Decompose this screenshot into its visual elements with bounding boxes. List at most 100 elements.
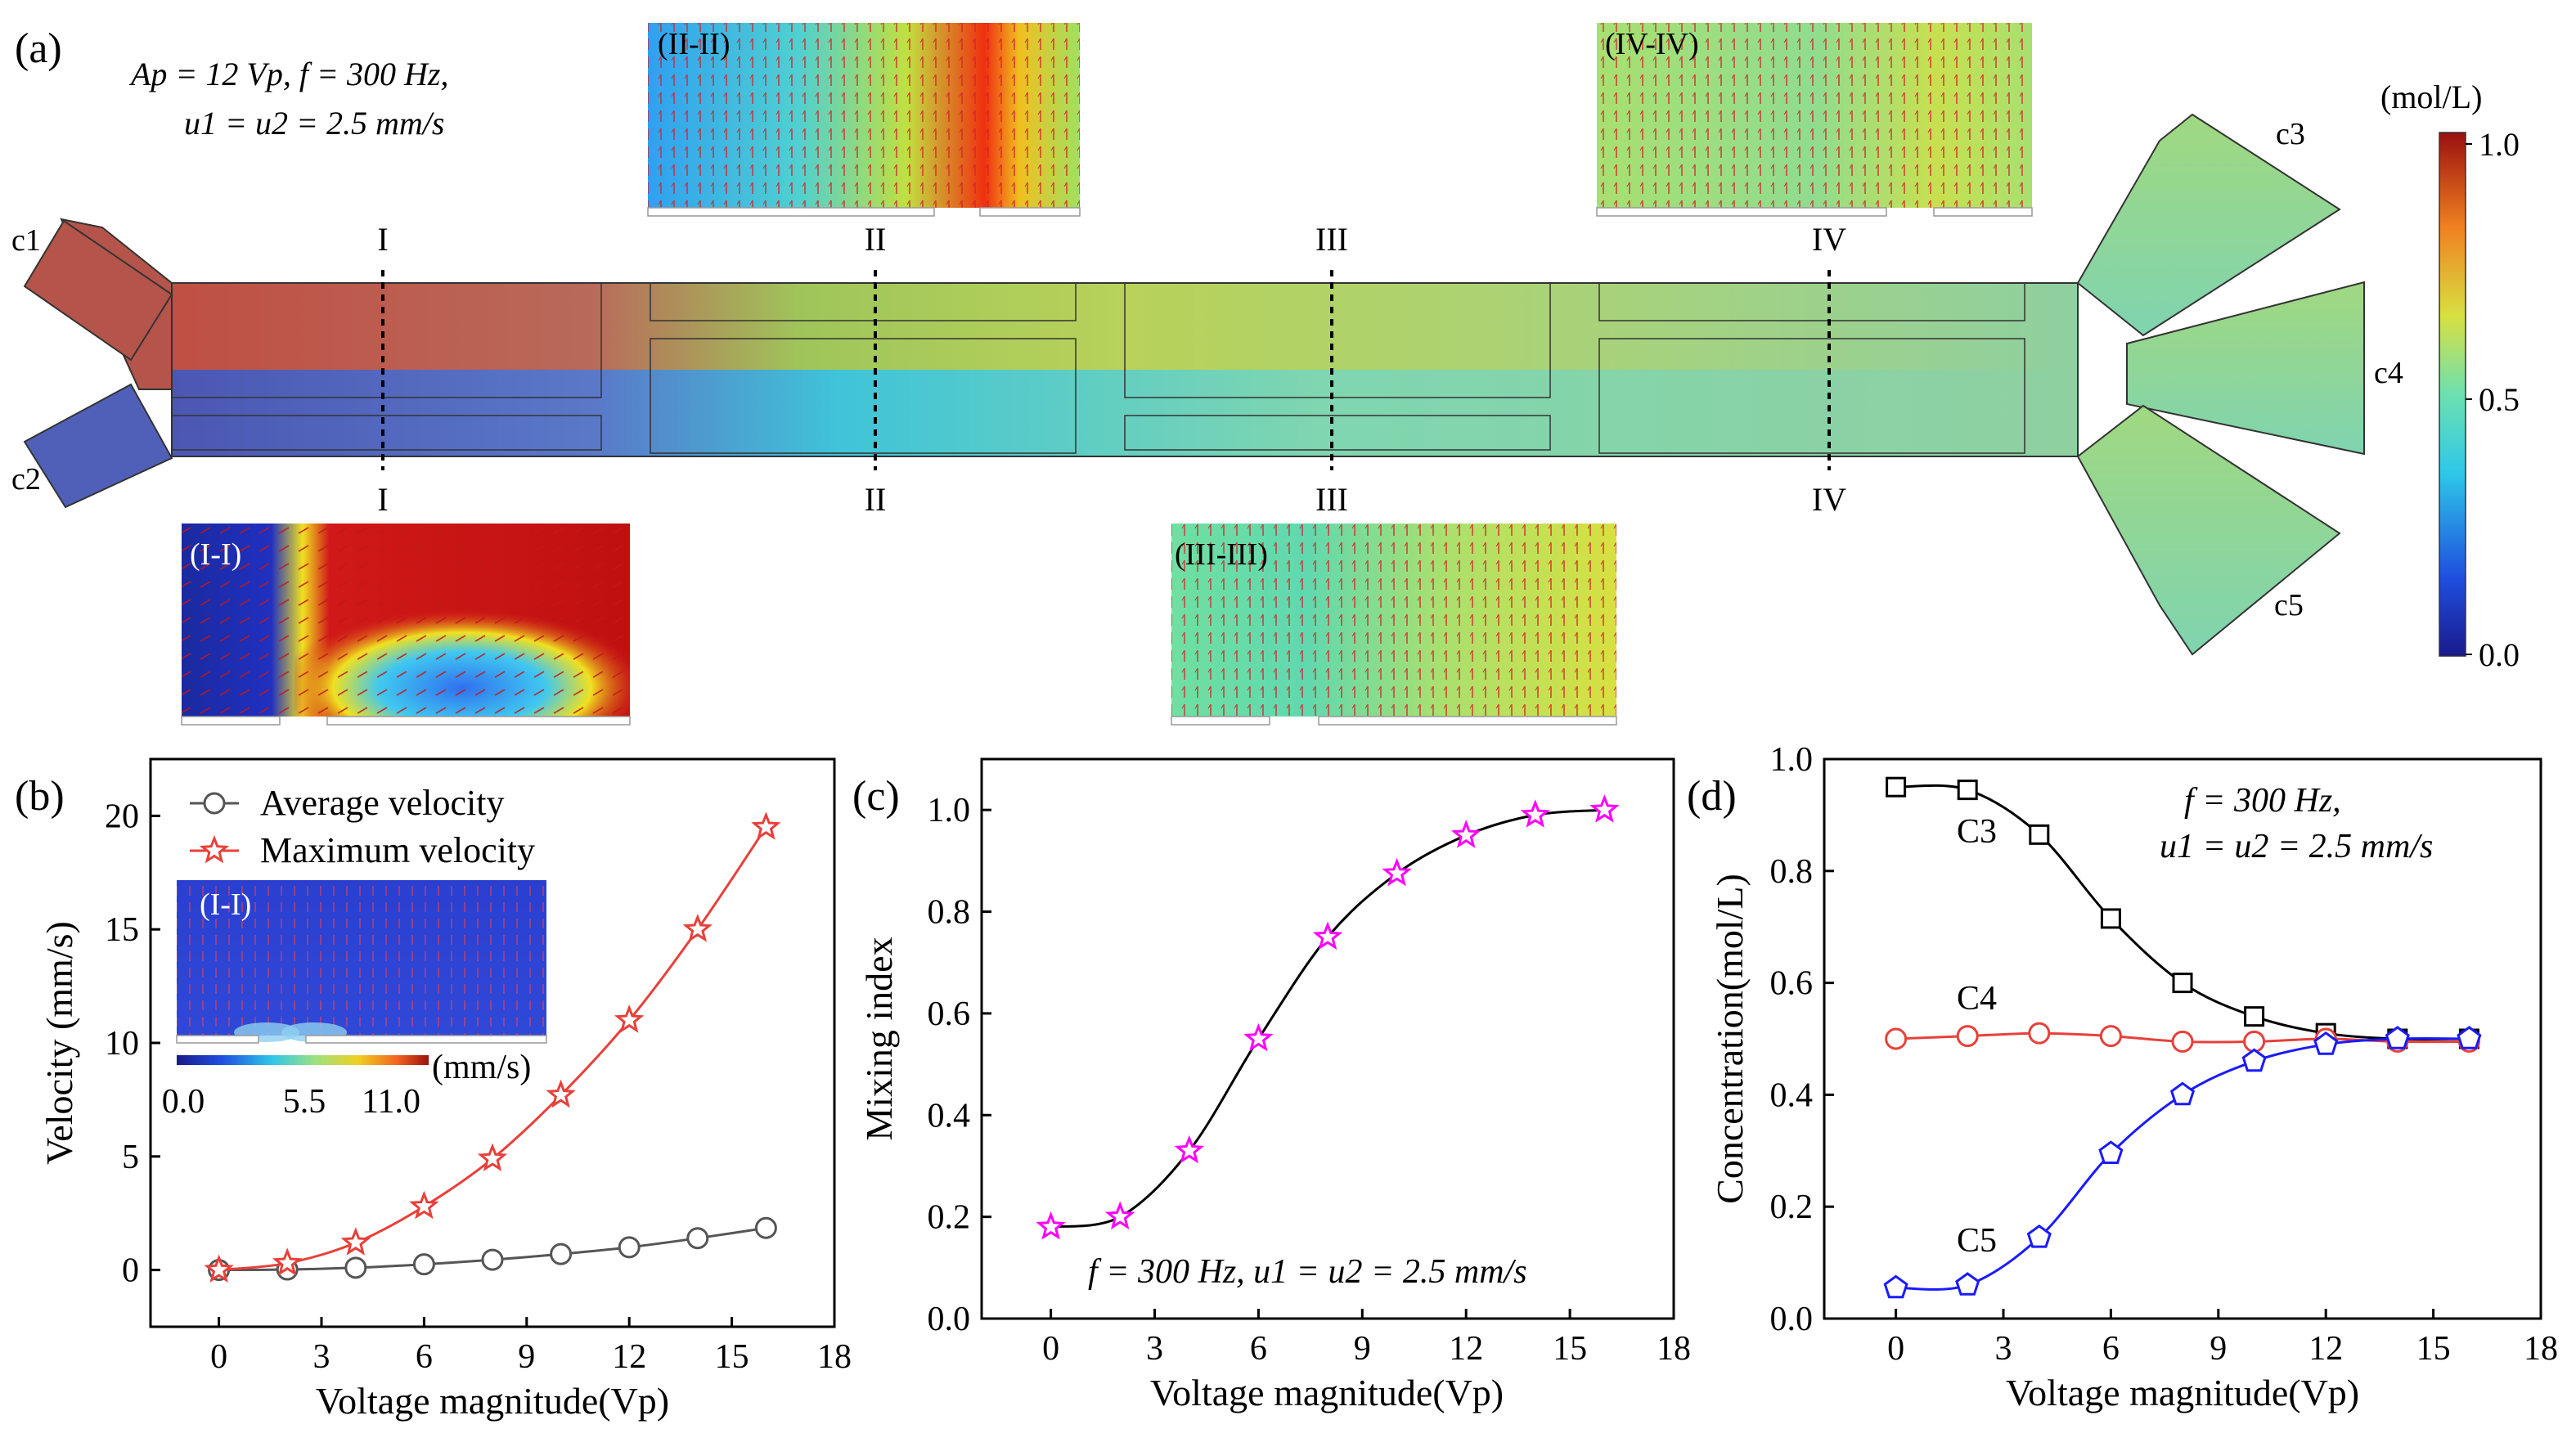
data-point-average-velocity [344, 1256, 367, 1279]
y-tick-label: 10 [105, 1025, 139, 1063]
panel-c-ticks: 0 3 6 9 12 15 18 0.0 0.2 0.4 0.6 0.8 1.0 [928, 792, 1692, 1368]
y-tick-label: 0.6 [1770, 965, 1814, 1003]
colorbar-unit: (mol/L) [2380, 79, 2482, 115]
inset-I-I: (I-I) [181, 524, 631, 726]
x-tick-label: 18 [1657, 1330, 1691, 1368]
data-point-c5 [2169, 1081, 2196, 1106]
section-IV-top: IV [1812, 221, 1846, 258]
data-point-c3 [1886, 776, 1907, 798]
inlet-c1-label: c1 [11, 223, 41, 258]
y-tick-label: 20 [105, 798, 139, 835]
data-point-maximum-velocity [477, 1143, 508, 1172]
panel-a-params-line2: u1 = u2 = 2.5 mm/s [184, 105, 444, 142]
panel-d-frame [1823, 757, 2542, 1320]
inset-II-II-label: (II-II) [658, 27, 731, 61]
panel-d: (d) 0 3 6 9 12 15 18 0.0 0.2 0.4 0.6 0.8 1.0 Voltage… [1687, 741, 2558, 1413]
panel-d-ylabel: Concentration(mol/L) [1709, 874, 1751, 1204]
panel-b-inset: (I-I) (mm/s) 0.0 5.5 11.0 [162, 880, 547, 1121]
y-tick-label: 0 [122, 1252, 139, 1290]
data-point-c5 [2313, 1031, 2339, 1055]
y-tick-label: 0.2 [1770, 1189, 1814, 1226]
data-point-c5 [2385, 1026, 2410, 1049]
y-tick-label: 0.4 [928, 1097, 971, 1135]
section-III-top: III [1315, 221, 1348, 258]
x-tick-label: 6 [416, 1338, 433, 1376]
x-tick-label: 6 [2102, 1330, 2120, 1368]
data-point-c3 [2029, 824, 2050, 845]
section-II-top: II [865, 221, 887, 258]
panel-d-annotation-line1: f = 300 Hz, [2184, 782, 2341, 820]
data-point-c4 [2171, 1030, 2194, 1053]
outlet-c4-label: c4 [2374, 356, 2403, 390]
data-point-maximum-velocity [614, 1004, 645, 1033]
data-point-c5 [2457, 1026, 2482, 1049]
section-II-bottom: II [865, 481, 887, 518]
data-point-average-velocity [412, 1253, 435, 1276]
colorbar-tick-min: 0.0 [2479, 636, 2520, 673]
data-point-maximum-velocity [272, 1247, 303, 1276]
data-point-maximum-velocity [546, 1079, 576, 1108]
colorbar-tick-max: 1.0 [2479, 126, 2520, 163]
panel-b-ticks: 0 3 6 9 12 15 18 0 5 10 15 20 [105, 798, 852, 1376]
panel-b-label: (b) [15, 773, 65, 820]
data-point-c5 [2241, 1048, 2267, 1072]
x-tick-label: 9 [518, 1338, 535, 1376]
x-tick-label: 18 [817, 1338, 852, 1376]
x-tick-label: 0 [1887, 1330, 1904, 1368]
panel-d-xlabel: Voltage magnitude(Vp) [2006, 1372, 2359, 1413]
panel-c-frame [980, 757, 1675, 1320]
inset-III-III-label: (III-III) [1175, 537, 1268, 572]
x-tick-label: 3 [1146, 1330, 1163, 1368]
data-point-maximum-velocity [204, 1254, 234, 1283]
data-point-c5 [2098, 1140, 2124, 1164]
panel-c-ylabel: Mixing index [858, 937, 900, 1140]
data-point-mixing-index [1382, 857, 1412, 887]
panel-b-inset-tick0: 0.0 [162, 1083, 205, 1121]
x-tick-label: 6 [1250, 1330, 1267, 1368]
section-III-bottom: III [1315, 481, 1348, 518]
legend-marker-avg [203, 792, 226, 815]
data-point-mixing-index [1312, 921, 1343, 950]
panel-b: (b) 0 3 6 9 12 15 18 0 5 10 15 20 Voltage magnitude… [15, 757, 852, 1422]
outlet-c5-label: c5 [2274, 588, 2304, 622]
section-IV-bottom: IV [1812, 481, 1846, 518]
panel-c-xlabel: Voltage magnitude(Vp) [1150, 1372, 1504, 1413]
panel-b-plot [204, 811, 781, 1283]
section-I-bottom: I [377, 481, 388, 518]
x-tick-label: 12 [2309, 1330, 2343, 1368]
x-tick-label: 0 [1042, 1330, 1059, 1368]
data-point-mixing-index [1589, 794, 1620, 823]
data-point-c5 [2026, 1224, 2052, 1248]
section-I-top: I [377, 221, 388, 258]
outlet-c3-label: c3 [2276, 117, 2305, 151]
data-point-mixing-index [1450, 820, 1481, 848]
data-point-c3 [2172, 973, 2193, 994]
panel-b-inset-label: (I-I) [200, 888, 251, 922]
x-tick-label: 3 [313, 1338, 330, 1376]
x-tick-label: 15 [715, 1338, 749, 1376]
electrodes [171, 282, 2025, 454]
panel-a: (a) Ap = 12 Vp, f = 300 Hz, u1 = u2 = 2.… [11, 23, 2520, 726]
y-tick-label: 1.0 [1770, 741, 1814, 779]
data-point-c3 [1957, 780, 1978, 801]
series-label-c4: C4 [1957, 980, 1997, 1018]
colorbar-tick-mid: 0.5 [2479, 381, 2520, 418]
legend-marker-max [199, 834, 230, 864]
y-tick-label: 0.4 [1770, 1076, 1814, 1114]
panel-b-xlabel: Voltage magnitude(Vp) [316, 1380, 669, 1422]
data-point-c3 [2244, 1006, 2265, 1027]
y-tick-label: 0.8 [1770, 853, 1814, 891]
data-point-maximum-velocity [682, 914, 713, 942]
x-tick-label: 18 [2524, 1330, 2558, 1368]
data-point-c4 [1885, 1027, 1908, 1050]
x-tick-label: 15 [2416, 1330, 2451, 1368]
inlet-c1-arm [23, 219, 173, 362]
y-tick-label: 1.0 [928, 792, 971, 829]
panel-d-plot [1883, 776, 2482, 1299]
data-point-c4 [2028, 1022, 2051, 1045]
inlet-c2-arm [23, 383, 173, 509]
y-tick-label: 0.8 [928, 894, 971, 932]
panel-d-label: (d) [1687, 773, 1737, 820]
panel-d-annotation-line2: u1 = u2 = 2.5 mm/s [2160, 828, 2433, 865]
